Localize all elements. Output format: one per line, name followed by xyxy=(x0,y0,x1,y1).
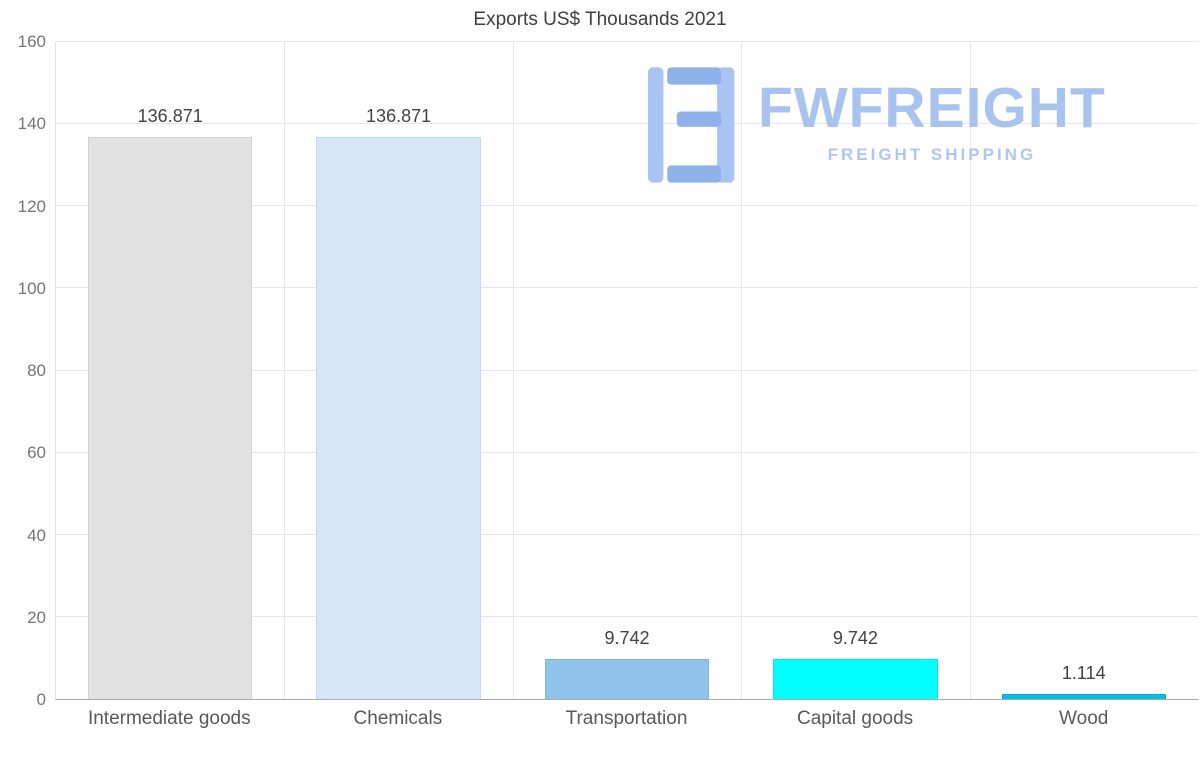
y-tick-label: 20 xyxy=(27,607,46,627)
y-tick-label: 120 xyxy=(17,196,46,216)
y-tick-label: 0 xyxy=(36,690,46,709)
bar xyxy=(773,659,938,699)
y-axis: 0 20 40 60 80 100 120 140 160 xyxy=(0,32,46,709)
x-axis-labels: Intermediate goods Chemicals Transportatio… xyxy=(55,708,1198,748)
x-category-label: Intermediate goods xyxy=(87,708,251,729)
gridline-vertical xyxy=(969,42,971,699)
bar xyxy=(544,659,710,699)
bar xyxy=(1001,694,1166,699)
gridline-horizontal xyxy=(56,451,1198,453)
gridline-horizontal xyxy=(56,533,1198,535)
y-tick-label: 60 xyxy=(27,443,46,463)
x-category-label: Wood xyxy=(1059,708,1109,729)
y-tick-label: 80 xyxy=(27,361,46,380)
logo-subtitle-text: FREIGHT SHIPPING xyxy=(827,145,1037,164)
x-category-label: Chemicals xyxy=(353,708,443,729)
y-tick-label: 160 xyxy=(17,32,46,51)
bar-value-label: 9.742 xyxy=(604,628,650,648)
bar-value-label: 136.871 xyxy=(137,105,203,126)
gridline-horizontal xyxy=(56,41,1198,42)
x-category-label: Transportation xyxy=(565,708,688,729)
fwfreight-logo: FWFREIGHT FREIGHT SHIPPING xyxy=(648,66,1106,184)
gridline-vertical xyxy=(741,42,743,699)
logo-text-block: FWFREIGHT FREIGHT SHIPPING xyxy=(758,66,1106,165)
bar-value-label: 1.114 xyxy=(1061,663,1106,684)
chart-title: Exports US$ Thousands 2021 xyxy=(473,9,727,30)
y-tick-label: 40 xyxy=(27,525,46,545)
gridline-horizontal xyxy=(56,615,1198,617)
gridline-horizontal xyxy=(56,205,1198,207)
logo-brand-text: FWFREIGHT xyxy=(758,76,1106,140)
bar xyxy=(316,136,481,699)
gridline-vertical xyxy=(284,42,286,699)
gridline-horizontal xyxy=(56,369,1198,371)
bar-value-label: 9.742 xyxy=(832,628,878,648)
gridline-vertical xyxy=(512,42,514,699)
gridline-horizontal xyxy=(56,287,1198,289)
x-category-label: Capital goods xyxy=(796,708,914,729)
gridline-horizontal xyxy=(56,123,1198,125)
y-tick-label: 100 xyxy=(17,278,46,298)
fwfreight-logo-icon xyxy=(648,67,735,183)
plot-area: 136.871 136.871 9.742 9.742 1.114 xyxy=(55,41,1198,700)
y-tick-label: 140 xyxy=(17,114,46,134)
bar-value-label: 136.871 xyxy=(366,105,432,126)
bar xyxy=(87,136,253,699)
